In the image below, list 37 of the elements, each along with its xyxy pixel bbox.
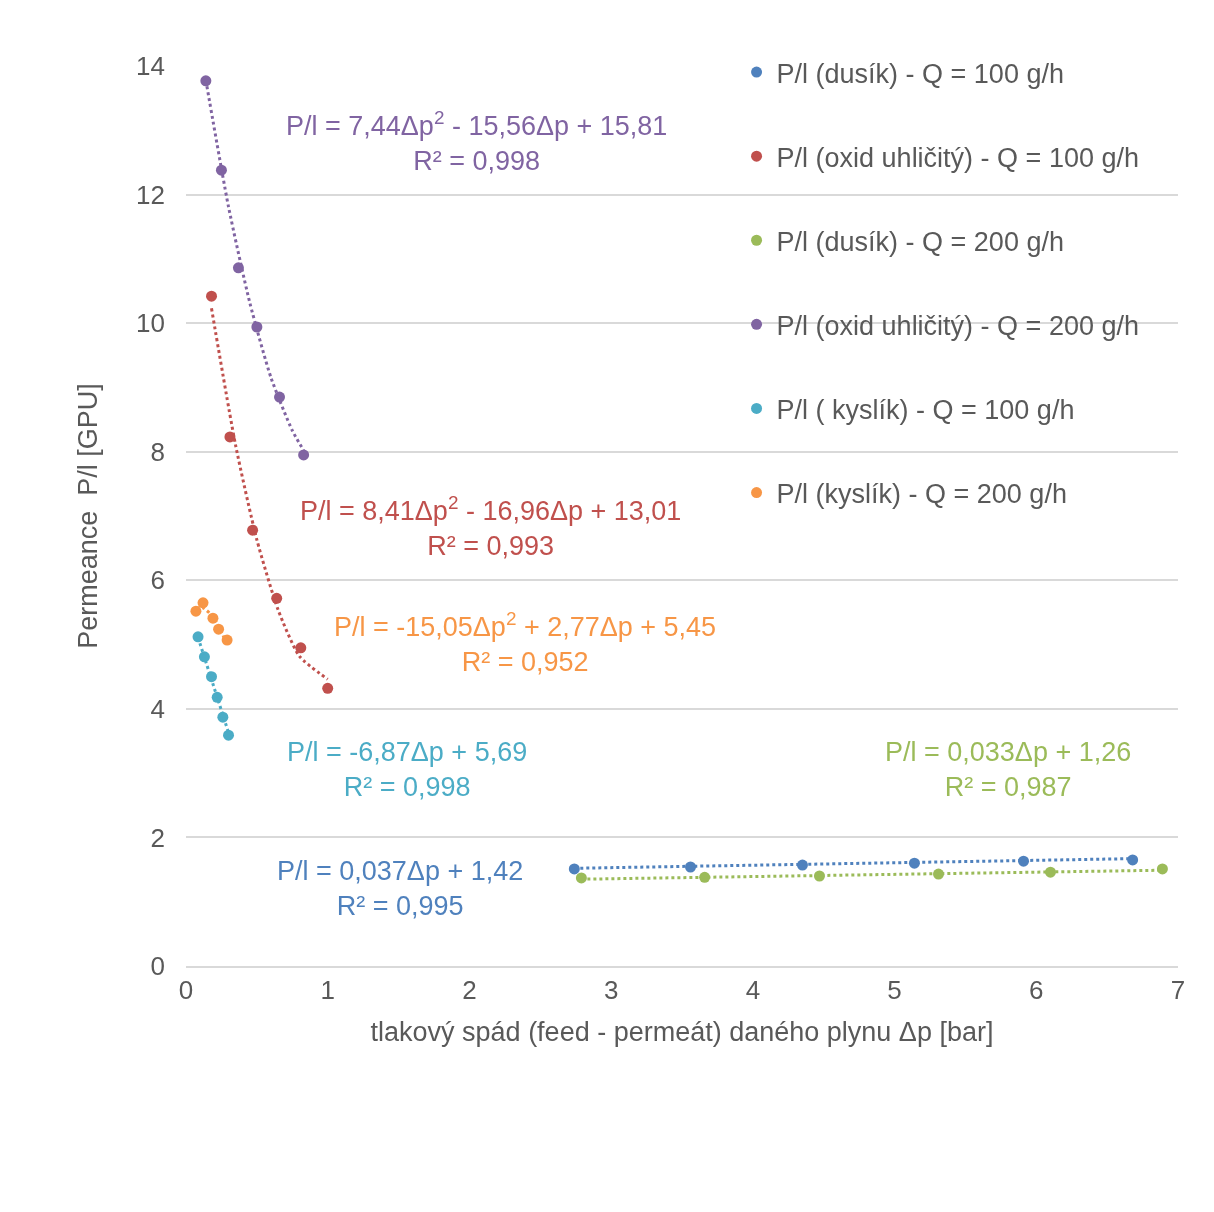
point	[206, 290, 218, 302]
y-tick-label: 6	[150, 565, 165, 596]
x-tick-label: 6	[1029, 975, 1044, 1006]
annotation: P/l = -6,87Δp + 5,69 R² = 0,998	[287, 737, 528, 803]
x-axis-title: tlakový spád (feed - permeát) daného plynu Δp [bar]	[370, 1017, 994, 1048]
point	[295, 642, 307, 654]
annotation: P/l = -15,05Δp$^{2}$ + 2,77Δp + 5,45 R² = 0,952	[334, 608, 717, 678]
y-tick-label: 4	[150, 693, 165, 724]
x-tick-label: 0	[178, 975, 194, 1006]
x-tick-label: 4	[745, 975, 761, 1006]
legend-label: P/l (dusík) - Q = 200 g/h	[776, 226, 1064, 257]
legend-label: P/l (oxid uhličitý) - Q = 200 g/h	[776, 310, 1139, 341]
legend-label: P/l (oxid uhličitý) - Q = 100 g/h	[776, 142, 1139, 173]
x-tick-label: 2	[462, 975, 477, 1006]
x-tick-label: 7	[1170, 975, 1186, 1006]
legend-label: P/l (kyslík) - Q = 200 g/h	[776, 479, 1067, 510]
x-tick-label: 1	[320, 975, 335, 1006]
y-tick-label: 12	[136, 179, 165, 210]
y-tick-label: 0	[150, 951, 165, 982]
point	[322, 682, 334, 694]
y-tick-label: 2	[150, 822, 165, 853]
y-tick-label: 14	[136, 51, 165, 82]
point	[197, 597, 209, 609]
legend-label: P/l (dusík) - Q = 100 g/h	[776, 58, 1064, 89]
annotation: P/l = 0,037Δp + 1,42 R² = 0,995	[277, 856, 524, 922]
point	[298, 449, 310, 461]
annotation: P/l = 0,033Δp + 1,26 R² = 0,987	[885, 737, 1132, 803]
annotation: P/l = 7,44Δp$^{2}$ - 15,56Δp + 15,81 R² = 0,998	[286, 107, 668, 177]
y-tick-label: 10	[136, 308, 165, 339]
annotation: P/l = 8,41Δp$^{2}$ - 16,96Δp + 13,01 R² = 0,993	[300, 492, 682, 562]
line-series	[210, 306, 330, 681]
y-tick-label: 8	[150, 436, 165, 467]
y-axis-title: Permeance P/l [GPU]	[73, 383, 104, 649]
legend-label: P/l ( kyslík) - Q = 100 g/h	[776, 394, 1075, 425]
x-tick-label: 3	[603, 975, 619, 1006]
x-tick-label: 5	[887, 975, 902, 1006]
point	[223, 729, 235, 741]
